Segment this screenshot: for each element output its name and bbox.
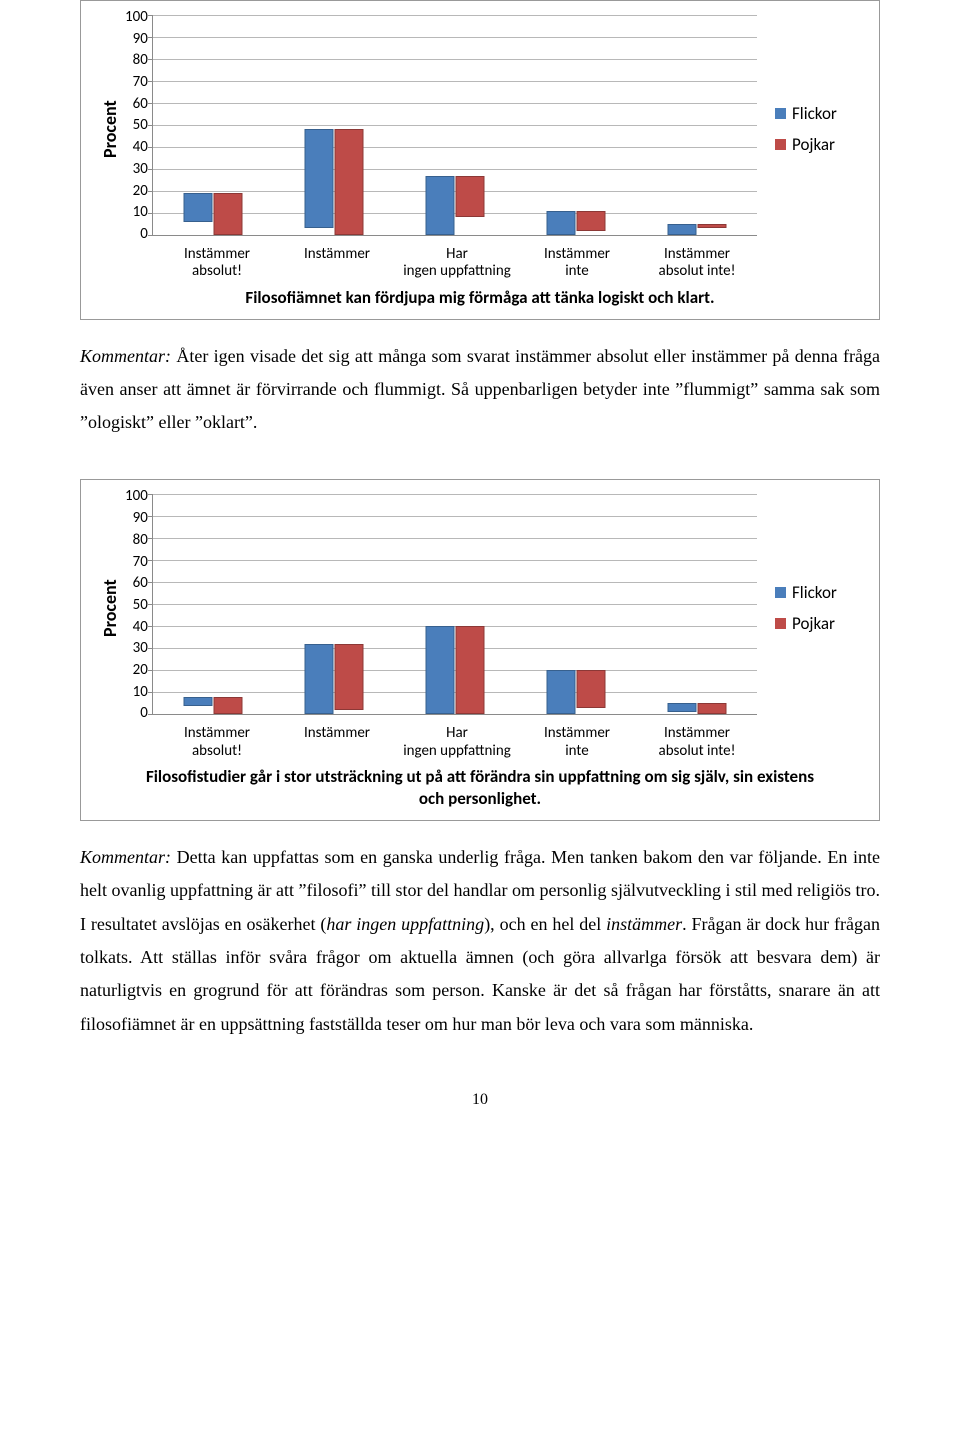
commentary-2: Kommentar: Detta kan uppfattas som en ga… — [80, 841, 880, 1041]
bar — [214, 193, 243, 235]
xlabel: Instämmer — [277, 243, 397, 281]
chart1-xlabels: Instämmerabsolut!InstämmerHaringen uppfa… — [157, 243, 757, 281]
chart2-xlabels: Instämmerabsolut!InstämmerHaringen uppfa… — [157, 722, 757, 760]
legend-label: Pojkar — [792, 613, 835, 634]
bar — [455, 626, 484, 714]
xlabel: Instämmerinte — [517, 722, 637, 760]
chart2-plot — [152, 494, 757, 715]
commentary-text: ), och en hel del — [484, 914, 606, 934]
xlabel: Haringen uppfattning — [397, 722, 517, 760]
bar — [667, 703, 696, 712]
legend-swatch-pojkar — [775, 618, 786, 629]
chart1-plot — [152, 15, 757, 236]
xlabel: Instämmerabsolut inte! — [637, 243, 757, 281]
commentary-text: har ingen uppfattning — [326, 914, 484, 934]
bar — [425, 626, 454, 714]
commentary-label: Kommentar: — [80, 847, 171, 867]
bar — [455, 176, 484, 218]
legend-swatch-flickor — [775, 108, 786, 119]
bar — [214, 697, 243, 715]
bar — [335, 129, 364, 235]
commentary-text: Åter igen visade det sig att många som s… — [80, 346, 880, 433]
xlabel: Instämmerabsolut! — [157, 722, 277, 760]
bar — [425, 176, 454, 235]
legend-label: Flickor — [792, 582, 837, 603]
chart1-legend: Flickor Pojkar — [757, 15, 865, 243]
chart2-title: Filosofistudier går i stor utsträckning … — [95, 766, 865, 810]
legend-label: Pojkar — [792, 134, 835, 155]
xlabel: Instämmerinte — [517, 243, 637, 281]
chart2-ylabel: Procent — [95, 494, 125, 722]
legend-item-pojkar: Pojkar — [775, 613, 865, 634]
page-number: 10 — [80, 1091, 880, 1109]
legend-label: Flickor — [792, 103, 837, 124]
bar — [576, 211, 605, 231]
bar — [184, 697, 213, 706]
legend-item-pojkar: Pojkar — [775, 134, 865, 155]
commentary-1: Kommentar: Åter igen visade det sig att … — [80, 340, 880, 440]
bar — [697, 224, 726, 228]
legend-swatch-flickor — [775, 587, 786, 598]
legend-item-flickor: Flickor — [775, 582, 865, 603]
chart1-ylabel: Procent — [95, 15, 125, 243]
legend-swatch-pojkar — [775, 139, 786, 150]
chart2-legend: Flickor Pojkar — [757, 494, 865, 722]
chart-2: Procent 1009080706050403020100 Flickor P… — [80, 479, 880, 821]
xlabel: Haringen uppfattning — [397, 243, 517, 281]
legend-item-flickor: Flickor — [775, 103, 865, 124]
bar — [667, 224, 696, 235]
xlabel: Instämmerabsolut! — [157, 243, 277, 281]
chart-1: Procent 1009080706050403020100 Flickor P… — [80, 0, 880, 320]
xlabel: Instämmer — [277, 722, 397, 760]
bar — [335, 644, 364, 710]
bar — [305, 644, 334, 714]
bar — [546, 211, 575, 235]
bar — [576, 670, 605, 707]
chart1-title: Filosofiämnet kan fördjupa mig förmåga a… — [95, 287, 865, 309]
bar — [546, 670, 575, 714]
bar — [184, 193, 213, 222]
commentary-text: instämmer — [606, 914, 682, 934]
bar — [305, 129, 334, 228]
xlabel: Instämmerabsolut inte! — [637, 722, 757, 760]
commentary-label: Kommentar: — [80, 346, 171, 366]
bar — [697, 703, 726, 714]
